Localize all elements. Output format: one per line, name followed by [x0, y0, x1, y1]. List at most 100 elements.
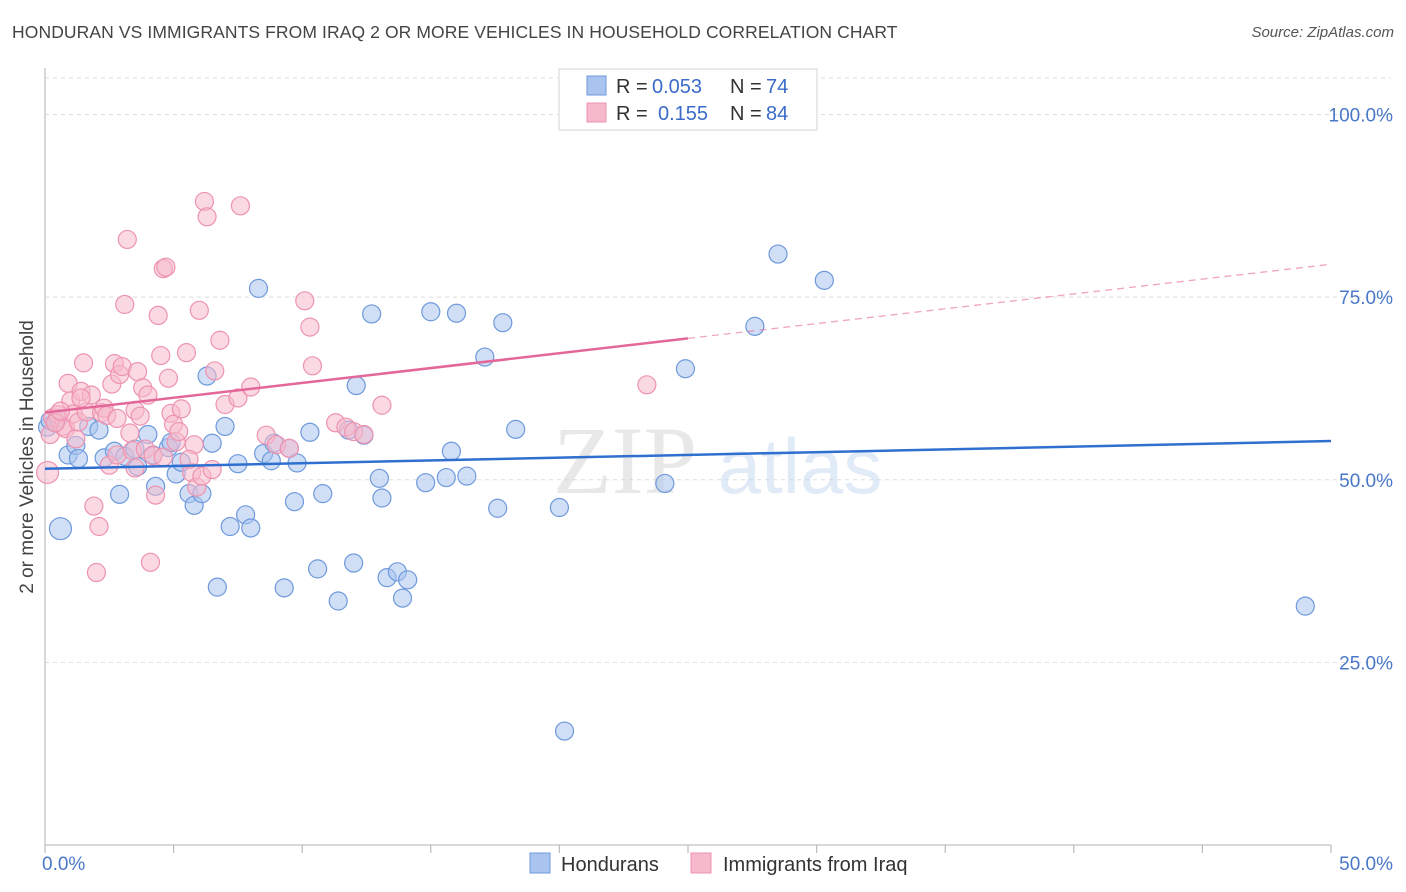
iraq-point-83 [179, 449, 199, 469]
legend-swatch-hondurans [586, 75, 607, 96]
honduran-point-42 [300, 422, 320, 442]
honduran-point-28 [207, 577, 227, 597]
honduran-point-72 [768, 244, 788, 264]
iraq-point-58 [202, 459, 222, 480]
honduran-point-50 [362, 304, 382, 324]
series-iraq [35, 191, 657, 583]
iraq-point-74 [354, 424, 374, 445]
iraq-point-9 [66, 429, 86, 449]
y-tick-label-75: 75.0% [1339, 288, 1393, 309]
honduran-point-43 [308, 559, 328, 579]
legend-n-value-2: 84 [766, 103, 788, 125]
iraq-point-40 [148, 305, 168, 326]
honduran-point-58 [421, 302, 441, 322]
iraq-point-62 [228, 388, 248, 408]
watermark: ZIP atlas [553, 407, 882, 514]
iraq-point-28 [117, 229, 137, 250]
honduran-point-36 [261, 451, 281, 471]
honduran-point-44 [313, 484, 333, 504]
honduran-point-51 [369, 468, 389, 488]
trend-line-0 [44, 439, 1332, 471]
iraq-point-33 [130, 406, 150, 426]
honduran-point-56 [398, 570, 418, 590]
iraq-point-48 [169, 421, 189, 442]
watermark-zip: ZIP [553, 407, 697, 514]
honduran-point-65 [493, 313, 513, 333]
trend-lines [44, 263, 1332, 471]
iraq-point-60 [210, 330, 230, 350]
bottom-legend: Hondurans Immigrants from Iraq [529, 852, 907, 876]
iraq-point-44 [158, 368, 179, 388]
y-tick-labels: 25.0% 50.0% 75.0% 100.0% [1329, 106, 1394, 675]
honduran-point-47 [344, 553, 364, 573]
x-tick-label-max: 50.0% [1339, 854, 1393, 875]
y-axis-label: 2 or more Vehicles in Household [17, 320, 38, 594]
legend-r-label-2: R = [616, 103, 648, 125]
honduran-point-12 [109, 484, 130, 504]
honduran-point-7 [68, 448, 89, 469]
iraq-point-0 [35, 460, 60, 485]
honduran-point-45 [328, 591, 348, 611]
iraq-point-39 [145, 485, 166, 505]
trend-line-1 [44, 337, 689, 414]
iraq-point-59 [205, 361, 225, 381]
honduran-point-70 [675, 359, 696, 379]
grid-lines [45, 77, 1391, 663]
iraq-point-32 [127, 362, 148, 382]
iraq-point-17 [89, 516, 109, 537]
honduran-point-52 [372, 488, 392, 508]
legend-swatch-iraq [586, 102, 607, 123]
legend-n-value-1: 74 [766, 76, 788, 98]
honduran-point-71 [745, 316, 765, 336]
honduran-point-27 [202, 433, 222, 453]
honduran-point-74 [1295, 596, 1315, 616]
honduran-point-38 [274, 578, 294, 598]
honduran-point-69 [655, 473, 675, 494]
iraq-point-54 [189, 300, 209, 320]
honduran-point-40 [284, 492, 305, 512]
honduran-point-33 [241, 518, 261, 538]
iraq-point-80 [107, 408, 127, 429]
iraq-point-37 [140, 552, 161, 572]
iraq-point-57 [197, 207, 217, 227]
x-tick-label-min: 0.0% [42, 854, 85, 875]
iraq-point-29 [120, 423, 140, 443]
bottom-legend-iraq: Immigrants from Iraq [723, 854, 907, 876]
iraq-point-67 [279, 438, 299, 458]
iraq-point-69 [300, 317, 320, 337]
honduran-point-67 [549, 497, 570, 518]
honduran-point-29 [215, 416, 235, 437]
legend-r-label-1: R = [616, 76, 648, 98]
bottom-legend-swatch-hondurans [529, 852, 551, 874]
honduran-point-55 [392, 588, 413, 608]
bottom-legend-swatch-iraq [690, 852, 712, 874]
honduran-point-30 [220, 516, 240, 537]
legend: R = 0.053 N = 74 R = 0.155 N = 84 [558, 68, 818, 131]
y-tick-label-50: 50.0% [1339, 471, 1393, 492]
iraq-point-75 [372, 395, 392, 415]
x-tick-labels: 0.0% 50.0% [42, 854, 1393, 875]
honduran-point-34 [248, 278, 269, 298]
honduran-point-62 [457, 466, 477, 486]
iraq-point-70 [302, 356, 323, 376]
legend-r-value-2: 0.155 [658, 103, 708, 125]
honduran-point-64 [488, 498, 508, 518]
legend-n-label-2: N = [730, 103, 762, 125]
y-tick-label-100: 100.0% [1329, 106, 1394, 127]
iraq-point-41 [151, 345, 171, 366]
iraq-point-15 [84, 496, 104, 516]
iraq-point-27 [115, 294, 135, 315]
honduran-point-66 [506, 419, 526, 439]
iraq-point-79 [71, 388, 91, 408]
iraq-point-16 [86, 562, 107, 583]
iraq-point-50 [176, 343, 197, 363]
iraq-point-63 [230, 196, 251, 216]
honduran-point-48 [346, 375, 366, 396]
iraq-point-43 [156, 257, 176, 277]
bottom-legend-hondurans: Hondurans [561, 854, 659, 876]
legend-r-value-1: 0.053 [652, 76, 702, 98]
honduran-point-4 [48, 517, 73, 541]
iraq-point-76 [637, 375, 657, 395]
iraq-point-82 [153, 447, 173, 467]
iraq-point-12 [73, 353, 94, 373]
